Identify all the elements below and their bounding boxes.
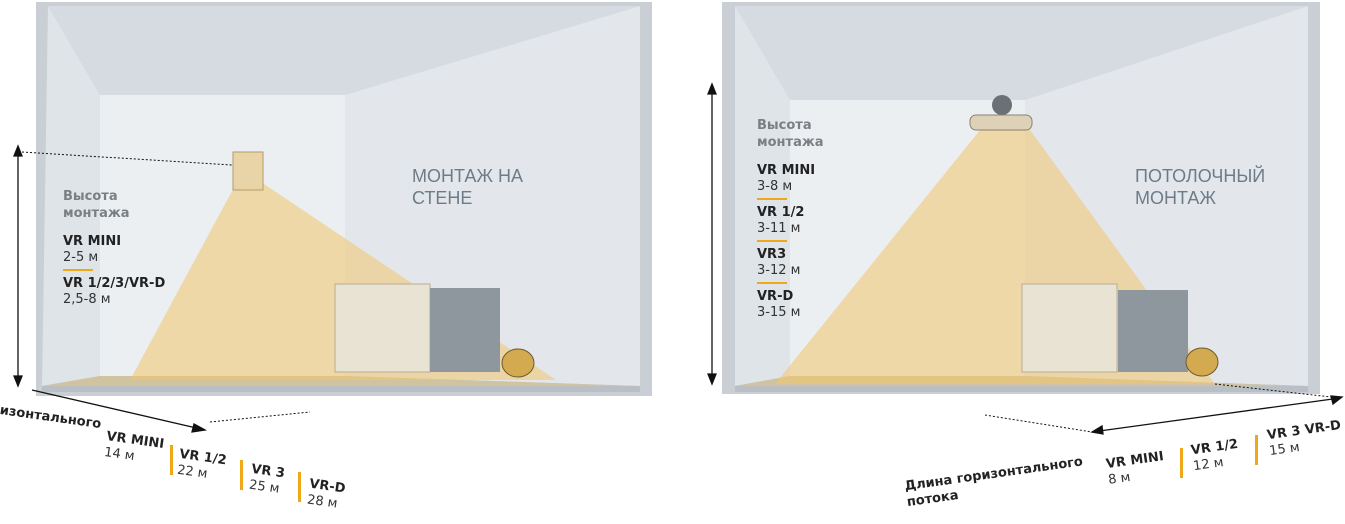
height-value: 2-5 м — [63, 250, 173, 266]
height-label: Высота монтажа — [757, 117, 837, 151]
page: МОНТАЖ НА СТЕНЕВысота монтажаVR MINI2-5 … — [0, 0, 1345, 524]
panel-title: МОНТАЖ НА СТЕНЕ — [412, 165, 572, 209]
panel-title: ПОТОЛОЧНЫЙ МОНТАЖ — [1135, 165, 1295, 209]
separator — [240, 460, 243, 490]
separator — [1180, 448, 1183, 478]
separator — [298, 472, 301, 502]
height-value: 3-8 м — [757, 179, 867, 195]
separator — [1255, 435, 1258, 465]
height-label: Высота монтажа — [63, 188, 143, 222]
model-name: VR-D — [757, 289, 867, 305]
separator — [63, 269, 93, 271]
separator — [757, 282, 787, 284]
height-value: 3-12 м — [757, 263, 867, 279]
model-name: VR MINI — [757, 163, 867, 179]
illustration — [0, 0, 1345, 524]
model-name: VR3 — [757, 247, 867, 263]
model-name: VR 1/2 — [757, 205, 867, 221]
separator — [757, 198, 787, 200]
model-name: VR 1/2/3/VR-D — [63, 276, 173, 292]
model-name: VR MINI — [63, 234, 173, 250]
height-value: 3-11 м — [757, 221, 867, 237]
separator — [170, 445, 173, 475]
height-value: 2,5-8 м — [63, 292, 173, 308]
height-value: 3-15 м — [757, 305, 867, 321]
separator — [757, 240, 787, 242]
